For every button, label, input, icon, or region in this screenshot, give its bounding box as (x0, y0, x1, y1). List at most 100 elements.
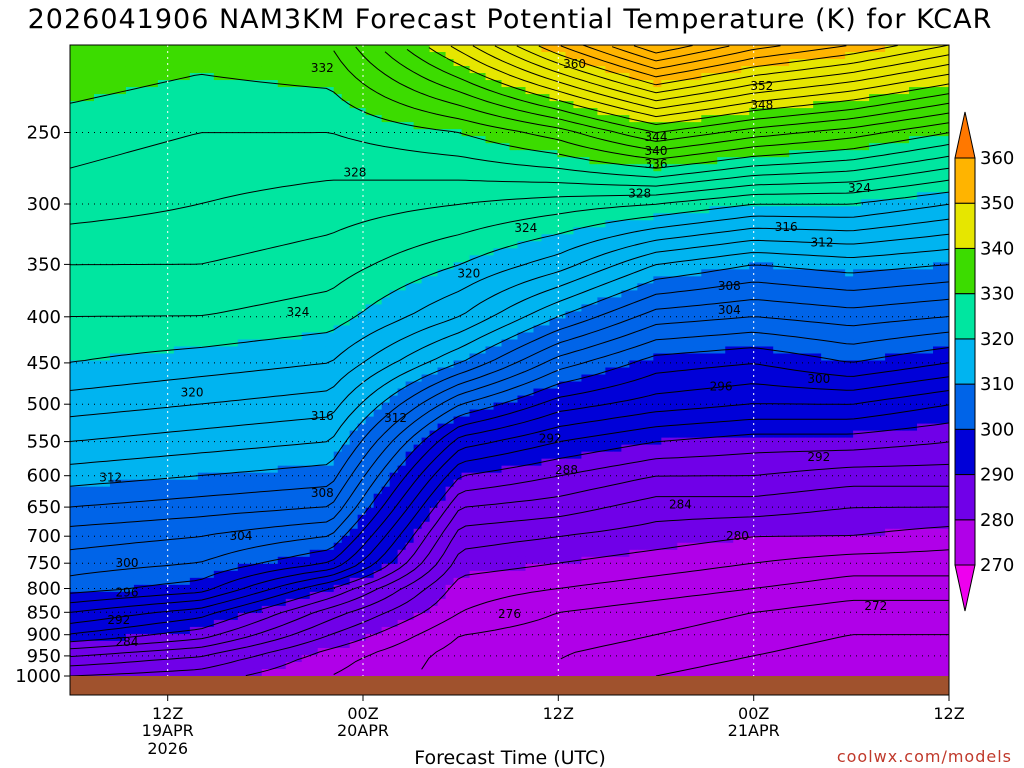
field-cell (301, 276, 311, 284)
field-cell (293, 269, 303, 277)
field-cell (117, 311, 127, 320)
field-cell (373, 227, 383, 235)
field-cell (909, 94, 918, 102)
field-cell (893, 346, 902, 355)
field-cell (757, 346, 766, 355)
field-cell (205, 339, 215, 348)
field-cell (621, 304, 630, 313)
field-cell (469, 241, 479, 249)
field-cell (589, 283, 598, 291)
field-cell (653, 353, 662, 362)
field-cell (701, 346, 710, 355)
field-cell (125, 318, 135, 327)
field-cell (525, 73, 535, 81)
field-cell (549, 143, 559, 151)
field-cell (477, 157, 487, 165)
field-cell (677, 353, 686, 362)
field-cell (133, 220, 143, 228)
field-cell (405, 276, 415, 284)
field-cell (541, 136, 551, 144)
field-cell (317, 108, 327, 116)
field-cell (165, 115, 175, 123)
field-cell (373, 108, 383, 116)
field-cell (141, 332, 151, 341)
field-cell (653, 325, 662, 334)
field-cell (757, 290, 766, 298)
field-cell (637, 213, 646, 221)
field-cell (773, 94, 782, 102)
field-cell (477, 234, 487, 242)
field-cell (749, 304, 758, 313)
field-cell (869, 199, 878, 207)
field-cell (773, 248, 782, 256)
field-cell (805, 248, 814, 256)
field-cell (93, 122, 103, 130)
field-cell (845, 290, 854, 298)
field-cell (829, 297, 838, 306)
field-cell (413, 129, 423, 137)
field-cell (813, 192, 822, 200)
field-cell (141, 318, 151, 327)
field-cell (757, 157, 766, 165)
field-cell (549, 241, 559, 249)
field-cell (549, 255, 559, 263)
field-cell (837, 346, 846, 355)
field-cell (733, 143, 742, 151)
field-cell (757, 192, 766, 200)
field-cell (405, 59, 415, 67)
field-cell (285, 73, 295, 81)
field-cell (485, 164, 495, 172)
field-cell (189, 241, 199, 249)
field-cell (469, 87, 479, 95)
field-cell (525, 297, 535, 306)
field-cell (429, 290, 439, 298)
field-cell (157, 304, 167, 313)
field-cell (381, 199, 391, 207)
field-cell (469, 234, 479, 242)
field-cell (741, 339, 750, 348)
field-cell (893, 185, 902, 193)
field-cell (197, 171, 207, 179)
field-cell (757, 87, 766, 95)
field-cell (781, 122, 790, 130)
field-cell (877, 164, 886, 172)
field-cell (85, 171, 95, 179)
field-cell (509, 115, 519, 123)
field-cell (765, 346, 774, 355)
field-cell (93, 255, 103, 263)
field-cell (789, 108, 798, 116)
field-cell (917, 220, 926, 228)
field-cell (597, 332, 606, 341)
field-cell (565, 269, 575, 277)
field-cell (893, 143, 902, 151)
field-cell (869, 157, 878, 165)
field-cell (253, 199, 263, 207)
field-cell (565, 339, 575, 348)
field-cell (437, 115, 447, 123)
field-cell (757, 150, 766, 158)
field-cell (565, 220, 575, 228)
field-cell (333, 255, 343, 263)
field-cell (405, 45, 415, 53)
field-cell (861, 332, 870, 341)
field-cell (741, 220, 750, 228)
field-cell (749, 136, 758, 144)
field-cell (645, 332, 654, 341)
field-cell (397, 360, 407, 369)
field-cell (421, 178, 431, 186)
field-cell (389, 311, 399, 320)
field-cell (109, 94, 119, 102)
field-cell (341, 66, 351, 74)
field-cell (621, 353, 630, 362)
field-cell (285, 178, 295, 186)
field-cell (701, 150, 710, 158)
field-cell (661, 332, 670, 341)
field-cell (85, 346, 95, 355)
field-cell (421, 353, 431, 362)
field-cell (453, 339, 463, 348)
field-cell (549, 206, 559, 214)
field-cell (317, 94, 327, 102)
field-cell (437, 73, 447, 81)
field-cell (165, 311, 175, 320)
field-cell (605, 52, 614, 60)
